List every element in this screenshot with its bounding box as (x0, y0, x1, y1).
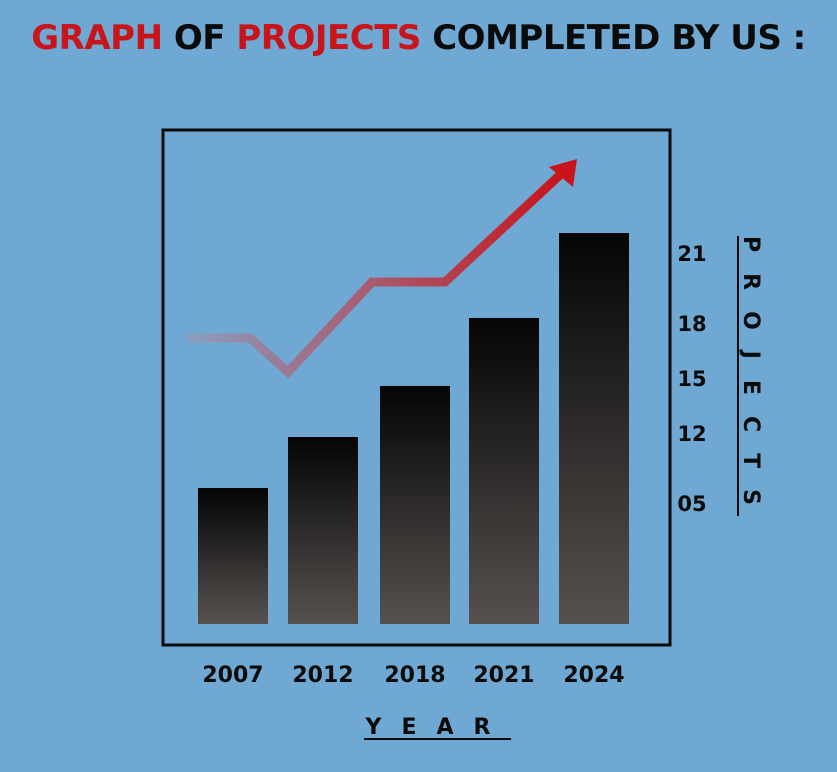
x-axis-label: YEAR (365, 715, 511, 740)
trend-line (187, 169, 566, 379)
x-tick-2007: 2007 (202, 663, 263, 688)
trend-arrow-group (187, 159, 577, 379)
y-tick-18: 18 (677, 312, 706, 336)
x-tick-2024: 2024 (563, 663, 624, 688)
plot-frame (161, 128, 672, 647)
y-tick-21: 21 (677, 242, 706, 266)
chart-title: GRAPH OF PROJECTS COMPLETED BY US : (0, 18, 837, 58)
trend-arrow-head (549, 159, 577, 187)
y-tick-labels: 05 12 15 18 21 (677, 242, 706, 516)
y-tick-15: 15 (677, 367, 706, 391)
bar-2024 (559, 233, 629, 624)
title-word-of: OF (173, 18, 226, 58)
y-tick-05: 05 (677, 492, 706, 516)
y-tick-12: 12 (677, 422, 706, 446)
bars-group (198, 233, 629, 624)
title-word-projects: PROJECTS (236, 18, 421, 58)
x-tick-2021: 2021 (473, 663, 534, 688)
y-axis-label: PROJECTS (738, 236, 763, 526)
title-word-graph: GRAPH (31, 18, 163, 58)
x-tick-2018: 2018 (384, 663, 445, 688)
title-rest: COMPLETED BY US : (432, 18, 806, 58)
bar-2012 (288, 437, 358, 624)
bar-2018 (380, 386, 450, 624)
x-tick-labels: 2007 2012 2018 2021 2024 (202, 663, 624, 688)
bar-2021 (469, 318, 539, 624)
bar-2007 (198, 488, 268, 624)
x-tick-2012: 2012 (292, 663, 353, 688)
